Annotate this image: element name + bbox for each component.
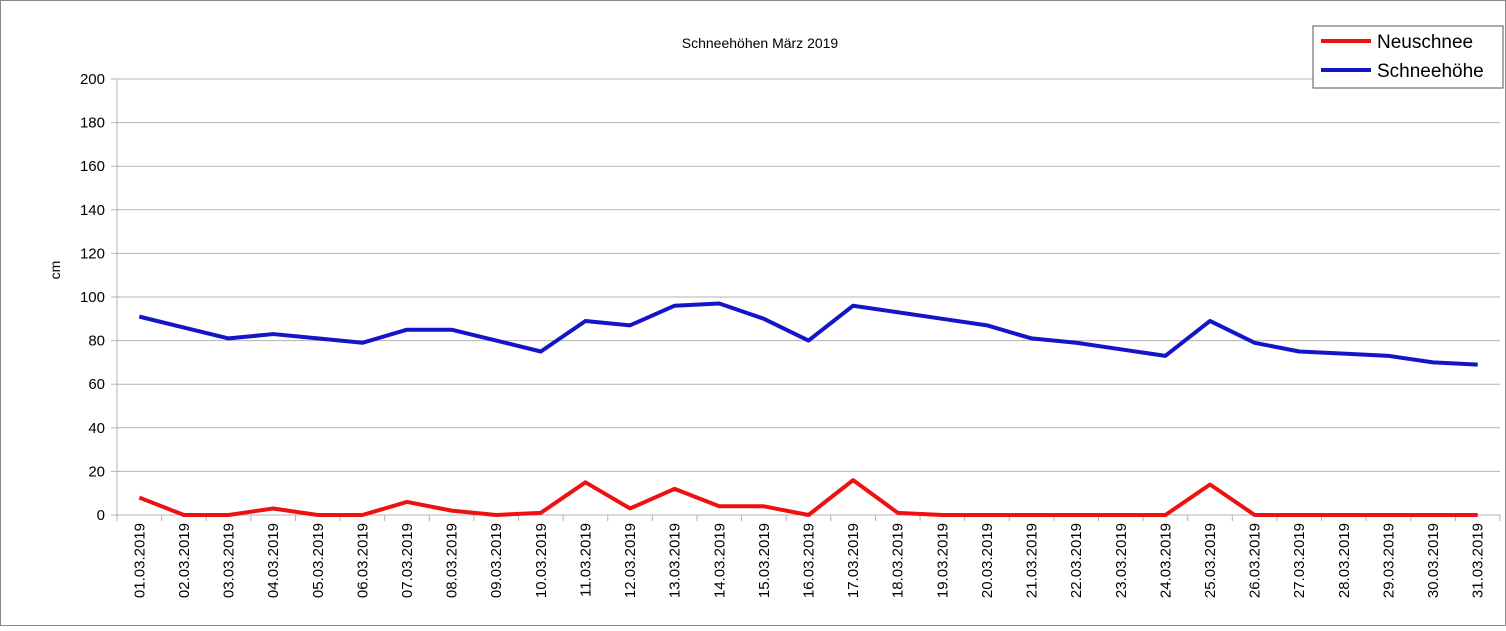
chart-title: Schneehöhen März 2019 (682, 35, 839, 51)
legend-label: Neuschnee (1377, 32, 1473, 53)
x-tick-label: 24.03.2019 (1157, 523, 1174, 598)
x-tick-label: 05.03.2019 (310, 523, 327, 598)
x-tick-label: 03.03.2019 (221, 523, 238, 598)
x-tick-label: 20.03.2019 (979, 523, 996, 598)
y-tick-label: 40 (88, 420, 105, 437)
x-tick-label: 02.03.2019 (176, 523, 193, 598)
x-tick-label: 04.03.2019 (265, 523, 282, 598)
x-tick-label: 19.03.2019 (934, 523, 951, 598)
y-axis-label: cm (47, 261, 63, 280)
y-tick-label: 160 (80, 158, 105, 175)
y-tick-label: 20 (88, 463, 105, 480)
y-tick-label: 200 (80, 71, 105, 88)
series-line (138, 301, 1478, 367)
legend-box (1312, 25, 1504, 89)
x-tick-label: 06.03.2019 (354, 523, 371, 598)
x-tick-label: 25.03.2019 (1202, 523, 1219, 598)
x-tick-label: 22.03.2019 (1068, 523, 1085, 598)
y-tick-label: 60 (88, 376, 105, 393)
series-line (138, 478, 1478, 517)
x-tick-label: 28.03.2019 (1336, 523, 1353, 598)
y-tick-label: 0 (97, 507, 105, 524)
x-tick-label: 11.03.2019 (577, 523, 594, 597)
x-tick-label: 27.03.2019 (1291, 523, 1308, 598)
x-tick-label: 30.03.2019 (1425, 523, 1442, 598)
x-tick-label: 12.03.2019 (622, 523, 639, 598)
y-tick-label: 100 (80, 289, 105, 306)
x-tick-label: 09.03.2019 (488, 523, 505, 598)
x-tick-label: 13.03.2019 (667, 523, 684, 598)
x-tick-label: 08.03.2019 (444, 523, 461, 598)
x-tick-label: 15.03.2019 (756, 523, 773, 598)
x-tick-label: 29.03.2019 (1380, 523, 1397, 598)
x-tick-label: 23.03.2019 (1113, 523, 1130, 598)
x-tick-label: 18.03.2019 (890, 523, 907, 598)
x-tick-label: 14.03.2019 (711, 523, 728, 598)
y-tick-label: 180 (80, 115, 105, 132)
x-tick-label: 01.03.2019 (131, 523, 148, 598)
x-tick-label: 16.03.2019 (801, 523, 818, 598)
y-tick-label: 80 (88, 333, 105, 350)
x-tick-label: 21.03.2019 (1024, 523, 1041, 598)
x-tick-label: 10.03.2019 (533, 523, 550, 598)
legend-label: Schneehöhe (1377, 61, 1484, 82)
x-tick-label: 31.03.2019 (1470, 523, 1487, 598)
x-tick-label: 26.03.2019 (1247, 523, 1264, 598)
x-tick-label: 17.03.2019 (845, 523, 862, 598)
x-tick-label: 07.03.2019 (399, 523, 416, 598)
y-tick-label: 120 (80, 245, 105, 262)
y-tick-label: 140 (80, 202, 105, 219)
